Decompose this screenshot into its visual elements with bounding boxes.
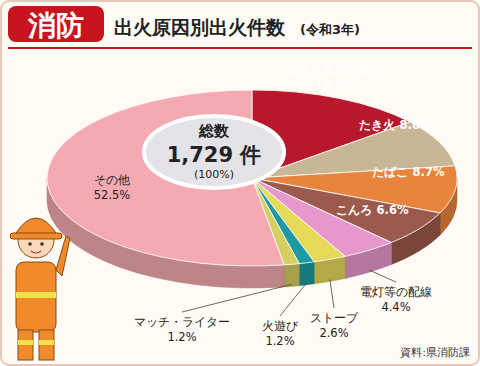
center-title: 総数 <box>198 122 230 140</box>
value-label: 52.5% <box>94 188 131 202</box>
slice-side <box>299 262 314 286</box>
value-label: 1.2% <box>265 334 294 348</box>
ff-stripe <box>39 340 54 345</box>
ff-arm <box>56 236 70 276</box>
value-label: 14.0% <box>315 78 355 92</box>
ff-stripe <box>18 340 33 345</box>
value-label: 6.6% <box>377 203 409 217</box>
ff-leg <box>39 330 54 360</box>
slice-label: たばこ 8.7% <box>372 165 445 179</box>
ff-eye <box>40 242 44 246</box>
category-label: ストーブ <box>310 311 359 325</box>
ff-leg <box>18 330 33 360</box>
firefighter <box>10 218 70 360</box>
center-oval <box>144 116 284 188</box>
value-label: 8.7% <box>413 165 445 179</box>
value-label: 2.6% <box>319 326 348 340</box>
data-labels: 放火・放火の疑い14.0% たき火 8.8% たばこ 8.7% こんろ 6.6% 電灯等の配線… <box>94 63 445 348</box>
category-label: 電灯等の配線 <box>360 285 432 299</box>
pie-tops <box>47 90 457 266</box>
center-total: 1,729 件 <box>167 143 262 167</box>
leader-line <box>280 283 307 316</box>
title: 消防 <box>27 9 84 42</box>
period: (令和3年) <box>300 22 360 37</box>
slice-label: こんろ 6.6% <box>336 203 409 217</box>
category-label: たき火 <box>359 118 396 132</box>
leader-line <box>369 270 396 282</box>
value-label: 1.2% <box>167 330 196 344</box>
category-label: マッチ・ライター <box>134 315 230 329</box>
header-rule <box>8 47 472 49</box>
ff-stripe <box>16 292 56 298</box>
value-label: 8.8% <box>400 118 432 132</box>
category-label: 火遊び <box>262 319 299 333</box>
chart-wrap: 消防出火原因別出火件数(令和3年)総数1,729 件(100%)放火・放火の疑い… <box>0 0 480 366</box>
chart-svg: 消防出火原因別出火件数(令和3年)総数1,729 件(100%)放火・放火の疑い… <box>0 0 480 366</box>
slice-side <box>284 264 299 287</box>
center-percent: (100%) <box>194 168 234 181</box>
slice-label: たき火 8.8% <box>359 118 432 132</box>
category-label: その他 <box>94 173 130 187</box>
source: 資料:県消防課 <box>400 346 470 359</box>
category-label: 放火・放火の疑い <box>286 63 383 77</box>
category-label: こんろ <box>336 203 372 217</box>
ff-eye <box>28 242 32 246</box>
value-label: 4.4% <box>381 300 410 314</box>
background <box>1 1 479 365</box>
subtitle: 出火原因別出火件数 <box>114 16 286 38</box>
leader-line <box>330 279 334 308</box>
category-label: たばこ <box>372 165 408 179</box>
ff-mouth <box>31 251 41 253</box>
title-box <box>8 6 104 42</box>
leader-line <box>182 284 292 312</box>
slice <box>47 90 284 266</box>
ff-body <box>16 262 56 332</box>
ff-brim <box>10 233 62 239</box>
